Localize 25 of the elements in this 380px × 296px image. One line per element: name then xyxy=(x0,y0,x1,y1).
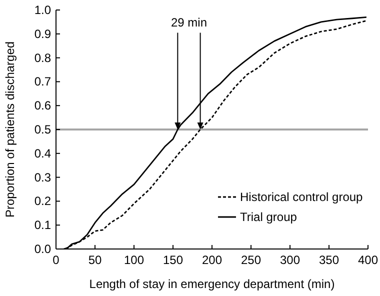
x-tick-label: 150 xyxy=(162,253,184,267)
y-tick-label: 0.5 xyxy=(34,122,52,136)
annotation: 29 min xyxy=(170,16,208,30)
y-tick-label: 0.2 xyxy=(34,194,52,208)
legend-label: Historical control group xyxy=(240,190,364,204)
x-axis-title: Length of stay in emergency department (min) xyxy=(89,277,335,291)
y-tick-label: 1.0 xyxy=(34,3,52,17)
x-tick-label: 100 xyxy=(124,253,144,267)
x-tick-label: 400 xyxy=(358,253,378,267)
y-tick-label: 0.6 xyxy=(34,98,52,113)
legend-label: Trial group xyxy=(240,210,298,224)
y-tick-label: 0.3 xyxy=(34,170,52,184)
y-tick-label: 0.9 xyxy=(34,26,52,41)
x-tick-label: 300 xyxy=(280,253,300,267)
x-tick-label: 350 xyxy=(318,253,340,267)
y-tick-label: 0.4 xyxy=(34,146,52,160)
x-tick-label: 250 xyxy=(240,253,262,267)
y-tick-label: 0.8 xyxy=(34,50,52,65)
y-axis-title: Proportion of patients discharged xyxy=(3,41,17,218)
y-tick-label: 0.1 xyxy=(34,218,52,232)
x-tick-label: 200 xyxy=(202,253,222,267)
y-tick-label: 0.7 xyxy=(34,74,52,89)
x-tick-label: 0 xyxy=(52,253,60,267)
x-tick-label: 50 xyxy=(88,253,102,267)
y-tick-label: 0.0 xyxy=(34,242,52,256)
